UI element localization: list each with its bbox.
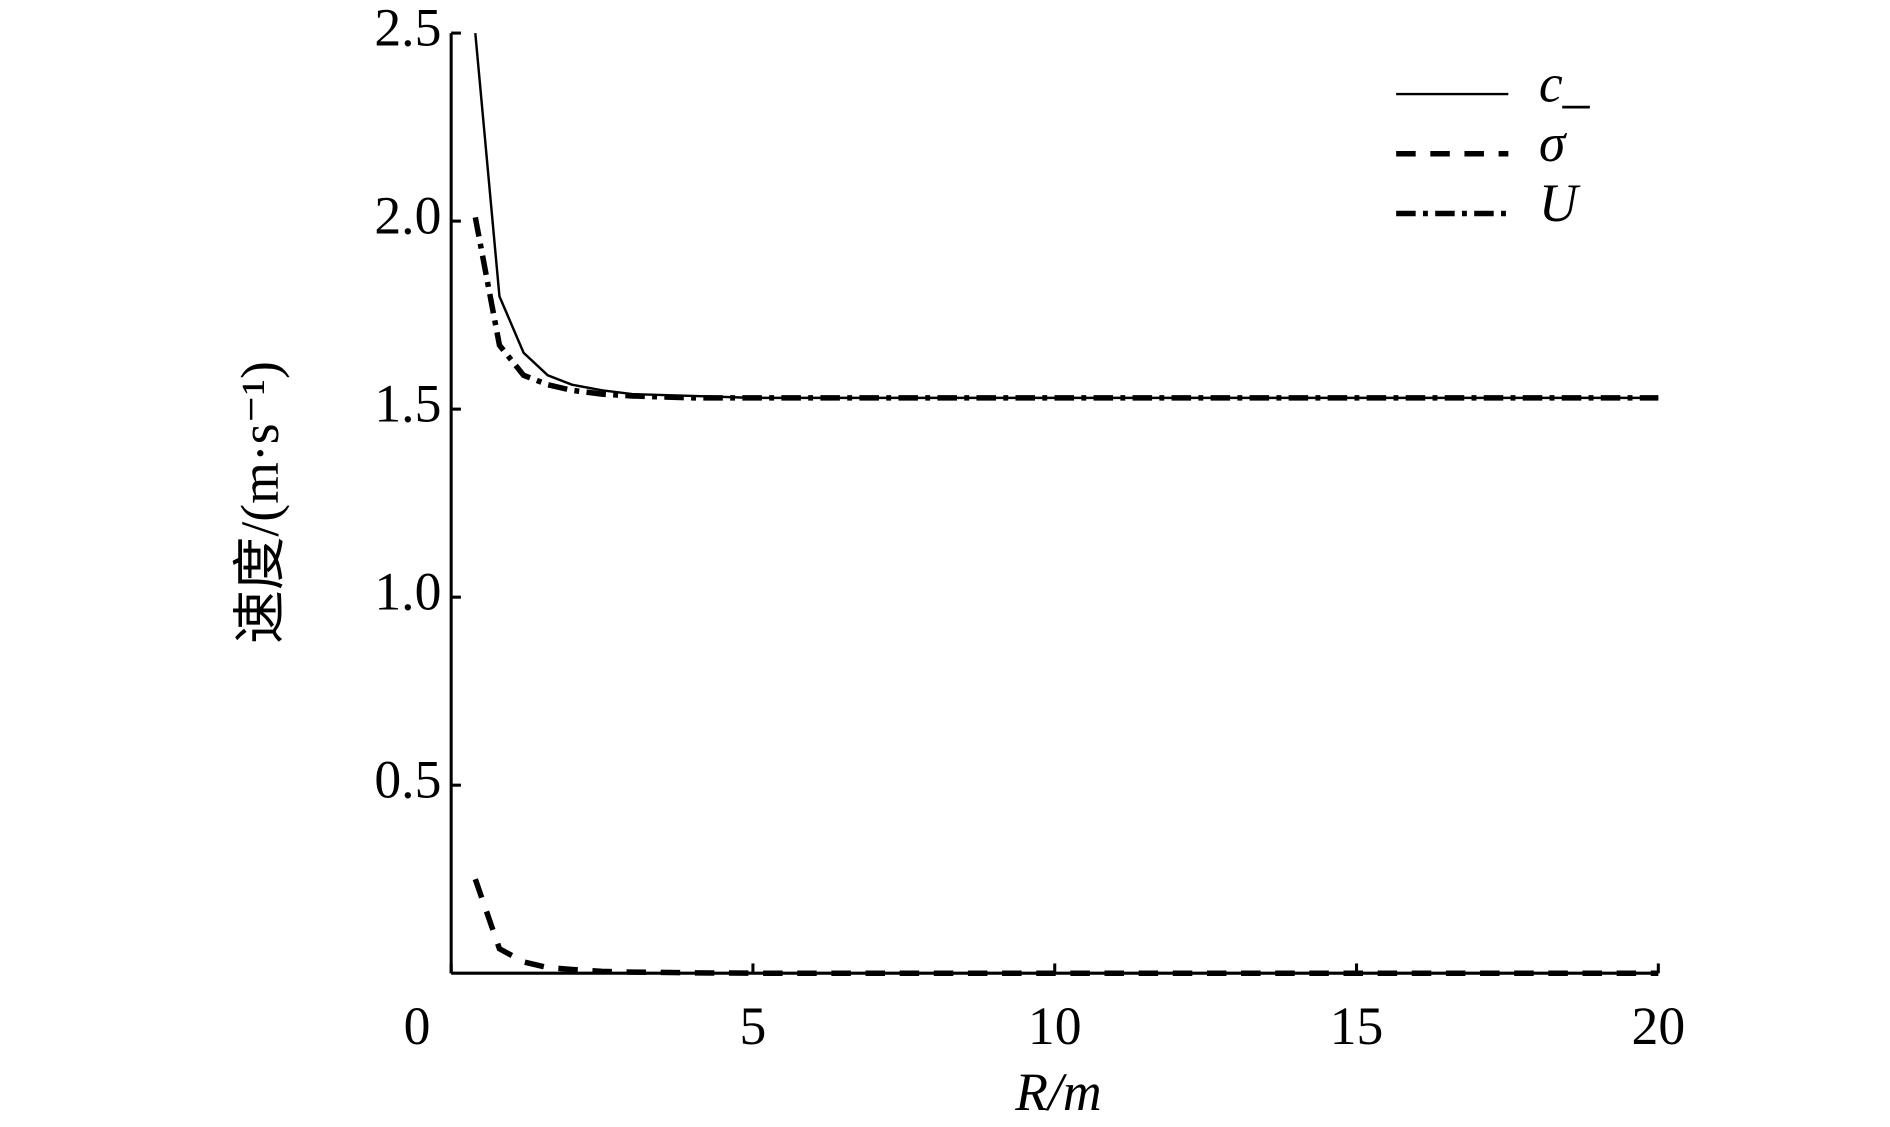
y-tick-label: 1.5 xyxy=(374,373,441,433)
x-tick-label: 10 xyxy=(1028,996,1082,1056)
series-line xyxy=(472,216,1659,401)
legend-label: c_ xyxy=(1539,53,1591,113)
x-tick-label: 0 xyxy=(404,996,431,1056)
y-tick-label: 0.5 xyxy=(374,749,441,809)
y-tick-label: 2.0 xyxy=(374,185,441,245)
legend-label: σ xyxy=(1539,113,1568,173)
y-tick-label: 2.5 xyxy=(374,0,441,57)
series-line xyxy=(472,878,1659,976)
x-tick-label: 5 xyxy=(740,996,767,1056)
x-axis-label: R/m xyxy=(1014,1062,1101,1122)
y-axis-label: 速度/(m·s⁻¹) xyxy=(230,361,290,644)
legend-label: U xyxy=(1539,173,1581,233)
x-tick-label: 20 xyxy=(1632,996,1686,1056)
y-tick-label: 1.0 xyxy=(374,561,441,621)
x-tick-label: 15 xyxy=(1330,996,1384,1056)
